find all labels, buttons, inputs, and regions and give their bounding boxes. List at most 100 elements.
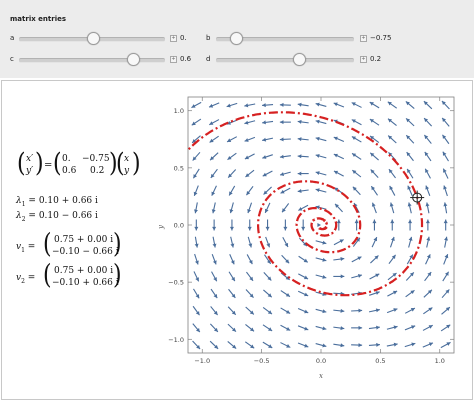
field-arrowhead	[351, 102, 356, 106]
field-arrowhead	[428, 307, 433, 312]
field-arrowhead	[340, 274, 345, 279]
field-arrowhead	[210, 156, 215, 161]
field-arrowhead	[249, 310, 254, 315]
field-arrowhead	[301, 226, 306, 231]
field-arrowhead	[393, 308, 398, 312]
field-arrowhead	[279, 137, 284, 142]
field-arrowhead	[352, 170, 357, 174]
field-arrowhead	[333, 153, 338, 158]
field-arrowhead	[192, 156, 197, 161]
slider-b-thumb[interactable]	[230, 32, 243, 45]
lhs-top: x′	[26, 154, 34, 164]
y-tick-label: −0.5	[168, 279, 184, 287]
field-arrowhead	[356, 237, 360, 242]
slider-b-expand-icon[interactable]: +	[360, 35, 367, 42]
x-tick-label: −1.0	[194, 357, 210, 365]
field-arrowhead	[304, 309, 309, 314]
phase-portrait[interactable]: −1.0 1.0 −0.5 0.5 0.0 0.0 0.5 −0.5 1.0 −1.0 x y	[2, 81, 472, 399]
field-arrowhead	[298, 206, 303, 211]
slider-d-thumb[interactable]	[293, 53, 306, 66]
field-arrowhead	[315, 119, 320, 124]
field-arrowhead	[425, 185, 430, 190]
field-arrowhead	[387, 101, 392, 106]
field-arrowhead	[425, 168, 429, 173]
slider-c-label: c	[10, 55, 14, 63]
lhs-bottom: y′	[26, 166, 34, 176]
field-arrowhead	[322, 326, 327, 331]
slider-d-expand-icon[interactable]: +	[360, 56, 367, 63]
field-arrowhead	[389, 185, 394, 190]
field-arrowhead	[315, 188, 320, 193]
slider-c-thumb[interactable]	[127, 53, 140, 66]
vector-field	[191, 100, 451, 350]
field-arrowhead	[286, 344, 291, 348]
field-arrowhead	[209, 138, 214, 143]
field-arrowhead	[194, 243, 199, 248]
field-arrowhead	[279, 154, 284, 159]
field-arrowhead	[444, 236, 449, 241]
field-arrowhead	[370, 169, 375, 174]
slider-c-expand-icon[interactable]: +	[170, 56, 177, 63]
eigenvector-2-bottom: −0.10 + 0.66 i	[52, 278, 119, 288]
slider-a-expand-icon[interactable]: +	[170, 35, 177, 42]
field-arrowhead	[426, 254, 431, 259]
slider-c-track[interactable]	[19, 58, 165, 63]
field-arrowhead	[264, 208, 269, 213]
field-arrowhead	[249, 276, 254, 281]
field-arrowhead	[213, 327, 218, 332]
field-arrowhead	[193, 174, 198, 179]
field-arrowhead	[304, 326, 309, 331]
field-arrowhead	[304, 292, 309, 297]
field-arrowhead	[266, 259, 271, 264]
field-arrowhead	[209, 121, 214, 125]
field-arrowhead	[406, 118, 411, 123]
field-arrowhead	[244, 138, 249, 142]
field-arrowhead	[246, 191, 251, 196]
field-arrowhead	[339, 239, 344, 244]
field-arrowhead	[315, 102, 320, 107]
field-arrowhead	[444, 271, 449, 276]
field-arrowhead	[282, 208, 286, 213]
field-arrowhead	[425, 202, 430, 207]
field-arrowhead	[333, 136, 338, 141]
slider-b-track[interactable]	[216, 37, 354, 42]
field-arrowhead	[285, 276, 290, 280]
field-arrowhead	[427, 289, 432, 294]
field-arrowhead	[340, 326, 345, 331]
crosshair-icon[interactable]	[410, 190, 425, 205]
eigenvalue-1: λ1 = 0.10 + 0.66 i	[16, 196, 98, 208]
field-arrowhead	[407, 168, 411, 174]
field-arrowhead	[244, 103, 249, 108]
field-arrowhead	[262, 120, 266, 125]
field-arrowhead	[212, 226, 217, 231]
y-tick-label: 0.5	[174, 164, 184, 172]
field-arrowhead	[229, 226, 234, 231]
field-arrowhead	[409, 272, 414, 277]
field-arrowhead	[333, 119, 338, 124]
slider-d-track[interactable]	[216, 58, 354, 63]
field-arrowhead	[214, 344, 219, 349]
field-arrowhead	[375, 291, 380, 295]
field-arrowhead	[442, 134, 447, 139]
field-arrowhead	[376, 325, 380, 330]
field-arrowhead	[247, 226, 252, 231]
field-arrowhead	[445, 289, 450, 294]
field-arrowhead	[315, 154, 320, 158]
field-arrowhead	[248, 260, 253, 265]
field-arrowhead	[445, 307, 450, 312]
field-arrowhead	[446, 324, 451, 329]
eigenvector-2-top: 0.75 + 0.00 i	[54, 266, 114, 276]
field-arrowhead	[231, 293, 236, 298]
field-arrowhead	[391, 254, 396, 259]
field-arrowhead	[322, 309, 327, 314]
field-arrowhead	[210, 173, 215, 178]
field-arrowhead	[442, 117, 447, 122]
field-arrowhead	[372, 219, 377, 224]
slider-a-thumb[interactable]	[87, 32, 100, 45]
slider-b-label: b	[206, 34, 211, 42]
field-arrowhead	[406, 152, 411, 157]
field-arrowhead	[322, 274, 327, 279]
field-arrowhead	[428, 325, 433, 329]
field-arrowhead	[322, 240, 327, 245]
x-tick-label: 0.0	[316, 357, 326, 365]
